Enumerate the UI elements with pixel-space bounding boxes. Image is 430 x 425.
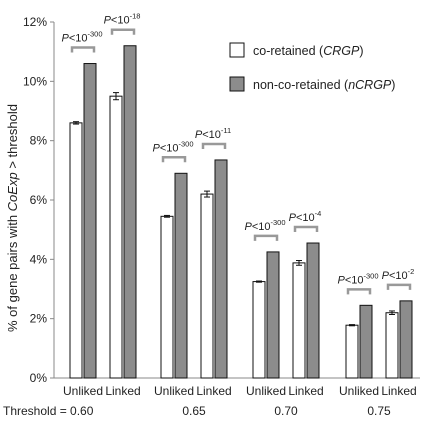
bar-ncrgp	[214, 159, 228, 379]
bar-ncrgp	[123, 45, 137, 379]
y-tick-label: 0%	[30, 371, 48, 385]
p-value-label: P<10-300	[244, 218, 285, 233]
p-value-label: P<10-300	[337, 271, 378, 286]
x-tick-label: Linked	[196, 384, 231, 398]
bar-crgp	[109, 95, 123, 379]
x-tick-label: Unliked	[246, 384, 286, 398]
y-tick-label: 8%	[30, 134, 48, 148]
significance-bracket	[293, 225, 319, 233]
y-tick-labels: 0% 2% 4% 6% 8% 10% 12%	[23, 15, 47, 385]
p-value-label: P<10-300	[61, 30, 102, 45]
bar-crgp	[345, 324, 359, 379]
bar-ncrgp	[174, 172, 188, 379]
p-value-label: P<10-4	[289, 209, 322, 224]
x-tick-label: Unliked	[154, 384, 194, 398]
p-value-label: P<10-11	[195, 126, 231, 141]
bars	[69, 45, 413, 379]
y-tick-label: 2%	[30, 312, 48, 326]
bar-ncrgp	[83, 63, 97, 379]
bar-ncrgp	[359, 304, 373, 379]
significance-bracket	[253, 234, 279, 241]
x-tick-label: Linked	[288, 384, 323, 398]
y-tick-label: 10%	[23, 74, 47, 88]
y-tick-label: 6%	[30, 193, 48, 207]
bar-crgp	[200, 193, 214, 379]
x-tick-label: Linked	[381, 384, 416, 398]
bar-crgp	[160, 215, 174, 379]
p-value-label: P<10-18	[104, 12, 141, 27]
p-value-label: P<10-300	[152, 139, 193, 154]
significance-bracket	[201, 142, 227, 149]
bar-crgp	[385, 312, 399, 379]
significance-bracket	[70, 46, 96, 53]
y-axis-label: % of gene pairs with CoExp > threshold	[5, 104, 20, 332]
bar-crgp	[69, 122, 83, 379]
significance-bracket	[386, 283, 412, 290]
significance-bracket	[161, 156, 187, 163]
bar-ncrgp	[306, 242, 320, 379]
y-tick-label: 4%	[30, 252, 48, 266]
threshold-label: 0.70	[274, 404, 298, 418]
threshold-label: 0.75	[367, 404, 391, 418]
threshold-label: 0.65	[182, 404, 206, 418]
significance-bracket	[346, 288, 372, 295]
legend-swatch	[229, 76, 245, 92]
x-tick-label: Unliked	[339, 384, 379, 398]
bar-crgp	[252, 281, 266, 379]
significance-bracket	[110, 28, 136, 35]
x-tick-label: Linked	[105, 384, 140, 398]
legend-label: co-retained (CRGP)	[253, 44, 363, 58]
legend-label: non-co-retained (nCRGP)	[253, 78, 395, 92]
bar-ncrgp	[266, 251, 280, 379]
legend: co-retained (CRGP) non-co-retained (nCRGP…	[229, 42, 395, 92]
threshold-label: Threshold = 0.60	[3, 404, 94, 418]
y-tick-label: 12%	[23, 15, 47, 29]
bar-crgp	[292, 262, 306, 379]
legend-swatch	[229, 42, 245, 58]
x-tick-labels: Unliked Linked Unliked Linked Unliked Linked U…	[63, 384, 417, 398]
bar-ncrgp	[399, 300, 413, 379]
threshold-labels: Threshold = 0.60 0.65 0.70 0.75	[3, 404, 391, 418]
p-value-label: P<10-2	[382, 267, 415, 282]
x-tick-label: Unliked	[63, 384, 103, 398]
